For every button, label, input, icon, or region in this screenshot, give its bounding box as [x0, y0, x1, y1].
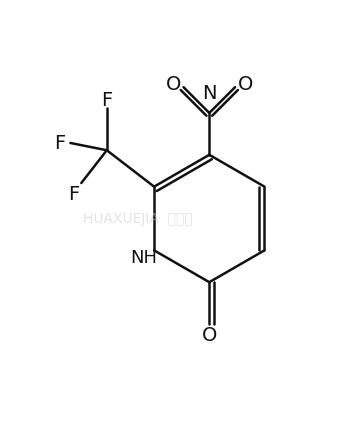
Text: O: O	[166, 75, 181, 94]
Text: N: N	[202, 84, 217, 103]
Text: F: F	[101, 91, 112, 110]
Text: F: F	[54, 134, 65, 153]
Text: NH: NH	[130, 248, 158, 266]
Text: F: F	[68, 184, 80, 203]
Text: HUAXUEJIA  化学加: HUAXUEJIA 化学加	[83, 212, 193, 226]
Text: O: O	[202, 325, 217, 344]
Text: O: O	[238, 75, 253, 94]
